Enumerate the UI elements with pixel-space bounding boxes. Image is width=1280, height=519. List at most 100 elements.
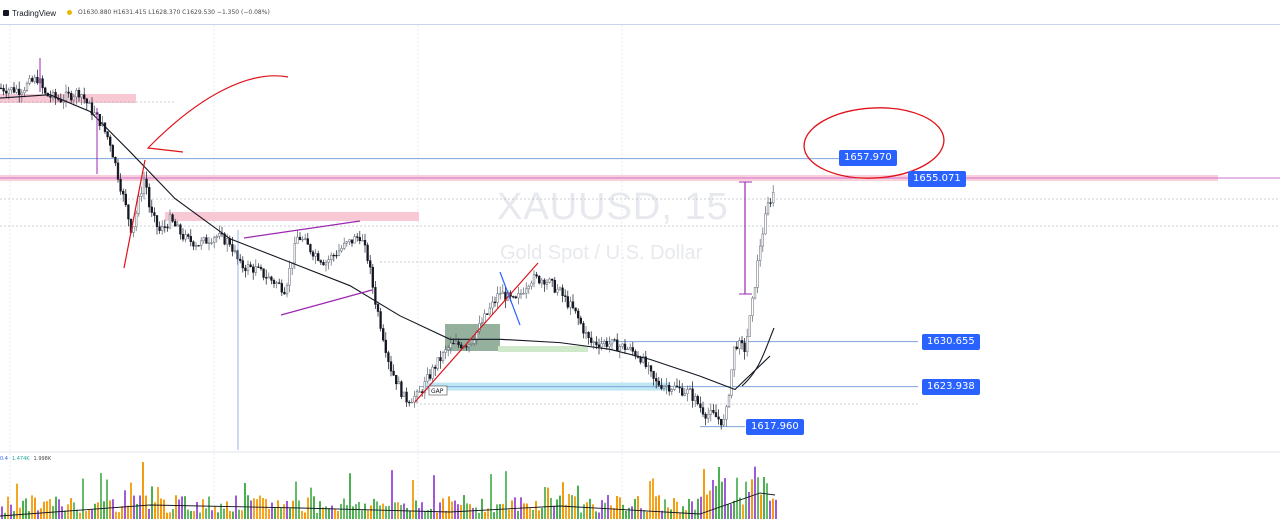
gap-label: GAP (431, 388, 444, 395)
volume-bar (727, 504, 729, 519)
candle-body (119, 179, 122, 192)
candle-body (90, 102, 94, 115)
volume-bar (238, 509, 240, 519)
candle-body (153, 212, 156, 216)
candle-body (327, 259, 330, 263)
candle-body (10, 87, 13, 91)
volume-bar (553, 505, 555, 519)
candle-body (322, 262, 325, 266)
volume-bar (370, 505, 372, 519)
volume-bar (127, 505, 129, 519)
volume-bar (613, 508, 615, 519)
volume-bar (262, 497, 264, 519)
volume-bar (679, 512, 681, 519)
candle-body (137, 196, 140, 214)
volume-bar (436, 512, 438, 519)
candle-body (358, 237, 361, 241)
candle-body (465, 346, 468, 348)
candle-body (262, 268, 265, 278)
price-tag-1657[interactable]: 1657.970 (839, 150, 897, 166)
volume-bar (481, 498, 483, 519)
volume-bar (619, 497, 621, 519)
volume-bar (730, 504, 732, 519)
volume-bar (229, 510, 231, 519)
price-tag-1630[interactable]: 1630.655 (922, 334, 980, 350)
volume-bar (361, 510, 363, 519)
volume-bar (424, 511, 426, 519)
candle-body (278, 282, 281, 284)
volume-bar (118, 512, 120, 519)
candle-body (699, 403, 702, 408)
candle-body (239, 258, 242, 261)
volume-bar (562, 482, 564, 519)
zone-green-light (498, 346, 588, 352)
candle-body (218, 232, 221, 237)
volume-bar (334, 508, 336, 519)
candle-body (722, 419, 725, 426)
candle-body (748, 315, 751, 337)
volume-bar (745, 481, 747, 519)
candle-body (184, 234, 187, 240)
candle-body (106, 131, 109, 138)
candle-body (171, 214, 174, 222)
volume-bar (196, 502, 198, 519)
candle-body (449, 342, 452, 348)
volume-bar (625, 510, 627, 519)
volume-bar (37, 510, 39, 519)
volume-bar (91, 509, 93, 519)
candle-body (70, 93, 73, 101)
candle-body (527, 285, 530, 290)
volume-bar (475, 507, 477, 519)
candle-body (595, 341, 598, 346)
volume-bar (538, 510, 540, 519)
candle-body (584, 332, 588, 334)
candle-body (174, 221, 177, 227)
candle-body (192, 241, 195, 247)
candle-body (764, 213, 767, 235)
candle-body (124, 193, 127, 206)
candle-body (80, 94, 83, 98)
candle-body (246, 264, 250, 272)
candle-body (691, 388, 694, 401)
candle-body (727, 395, 731, 408)
volume-bar (64, 510, 66, 519)
volume-legend: 0.4 1.474K 1.998K (0, 456, 55, 462)
volume-bar (1, 506, 3, 519)
volume-bar (565, 504, 567, 519)
candle-body (688, 388, 692, 390)
candle-body (577, 310, 580, 319)
volume-bar (265, 498, 267, 519)
volume-bar (430, 508, 432, 519)
candle-body (473, 339, 476, 344)
brand[interactable]: TradingView (3, 9, 56, 18)
candle-body (460, 344, 463, 349)
volume-bar (310, 487, 312, 519)
volume-bar (25, 498, 27, 519)
candle-body (179, 224, 182, 235)
volume-bar (325, 506, 327, 519)
volume-bar (187, 509, 189, 519)
volume-bar (526, 503, 528, 519)
candle-body (629, 347, 632, 350)
candle-body (67, 91, 70, 94)
price-tag-1623[interactable]: 1623.938 (922, 379, 980, 395)
purple-channel-bottom (280, 289, 373, 316)
candle-body (772, 192, 775, 204)
candle-body (517, 293, 520, 299)
price-tag-1617[interactable]: 1617.960 (746, 419, 804, 435)
volume-bar (697, 498, 699, 519)
volume-bar (331, 505, 333, 519)
candle-body (369, 260, 372, 268)
candle-body (293, 243, 296, 264)
volume-bar (583, 504, 585, 519)
candle-body (111, 145, 114, 158)
candle-body (436, 357, 439, 369)
price-tag-1655[interactable]: 1655.071 (908, 171, 966, 187)
volume-bar (148, 508, 150, 519)
volume-bar (28, 511, 30, 519)
volume-bar (226, 501, 228, 519)
volume-bar (472, 508, 474, 519)
volume-bar (547, 487, 549, 519)
candle-body (525, 288, 528, 294)
